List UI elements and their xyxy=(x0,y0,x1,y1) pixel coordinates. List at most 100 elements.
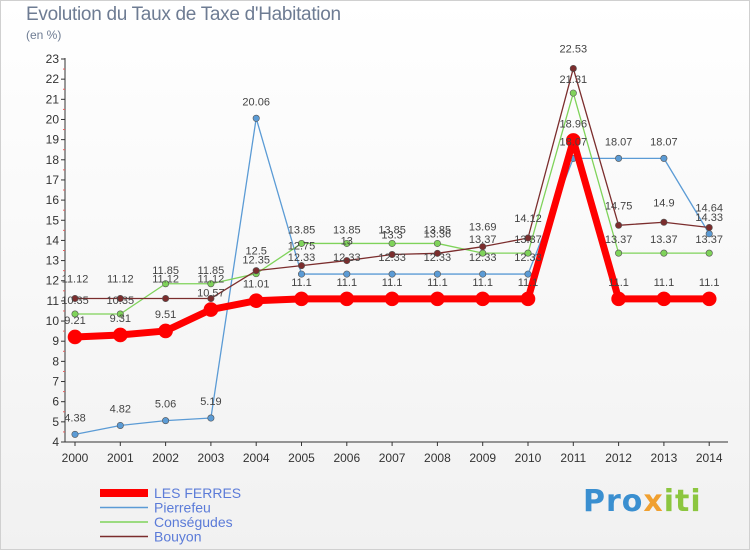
data-point xyxy=(388,239,396,247)
data-label: 18.07 xyxy=(650,136,678,148)
data-label: 13 xyxy=(341,236,353,248)
data-label: 9.51 xyxy=(155,309,176,321)
x-tick-label: 2003 xyxy=(198,451,225,465)
data-label: 13.85 xyxy=(378,224,406,236)
data-label: 13.69 xyxy=(469,222,497,234)
data-point xyxy=(384,291,400,307)
y-tick-label: 12 xyxy=(46,274,60,288)
y-tick-label: 13 xyxy=(46,254,60,268)
data-point xyxy=(297,262,305,270)
data-label: 14.33 xyxy=(695,212,723,224)
data-label: 21.31 xyxy=(560,74,588,86)
data-label: 12.33 xyxy=(288,252,316,264)
data-point xyxy=(615,249,623,257)
data-point xyxy=(569,89,577,97)
data-label: 11.1 xyxy=(382,277,403,289)
data-label: 11.1 xyxy=(337,277,358,289)
data-label: 18.96 xyxy=(560,118,588,130)
data-point xyxy=(207,414,215,422)
data-label: 11.1 xyxy=(427,277,448,289)
data-point xyxy=(524,249,532,257)
data-label: 11.1 xyxy=(291,277,312,289)
data-label: 13.3 xyxy=(381,230,402,242)
proxiti-logo: Proxiti xyxy=(583,484,702,519)
data-point xyxy=(569,64,577,72)
data-point xyxy=(162,280,170,288)
x-tick-label: 2007 xyxy=(379,451,406,465)
data-point xyxy=(158,323,173,339)
data-point xyxy=(207,294,215,302)
logo-part-3: iti xyxy=(663,484,702,519)
logo-part-2: x xyxy=(643,484,664,519)
data-label: 13.37 xyxy=(650,234,678,246)
data-point xyxy=(113,327,128,343)
data-label: 12.33 xyxy=(333,252,361,264)
data-label: 13.85 xyxy=(333,224,361,236)
data-label: 11.1 xyxy=(699,277,720,289)
chart-title: Evolution du Taux de Taxe d'Habitation xyxy=(26,4,341,25)
data-label: 11.01 xyxy=(243,279,270,291)
data-label: 14.64 xyxy=(695,203,723,215)
data-point xyxy=(339,291,355,307)
x-tick-label: 2000 xyxy=(62,451,89,465)
data-label: 13.37 xyxy=(695,234,723,246)
data-point xyxy=(67,329,83,345)
data-point xyxy=(430,291,445,307)
data-point xyxy=(248,293,264,308)
data-label: 12.33 xyxy=(378,252,406,264)
y-tick-label: 9 xyxy=(52,334,59,348)
data-point xyxy=(705,224,713,232)
data-label: 4.38 xyxy=(64,412,85,424)
data-point xyxy=(524,234,532,242)
data-point xyxy=(297,270,305,278)
data-point xyxy=(203,302,219,317)
data-point xyxy=(162,294,170,302)
unit-label: (en %) xyxy=(26,28,62,42)
data-label: 11.12 xyxy=(198,273,225,285)
data-label: 10.35 xyxy=(107,295,135,307)
data-label: 18.07 xyxy=(605,136,633,148)
x-tick-label: 2001 xyxy=(107,451,134,465)
data-label: 20.06 xyxy=(242,96,270,108)
y-tick-label: 23 xyxy=(46,52,60,66)
data-point xyxy=(71,310,79,318)
data-label: 13.37 xyxy=(605,234,633,246)
y-tick-label: 15 xyxy=(46,213,60,227)
data-point xyxy=(343,257,351,265)
y-tick-label: 7 xyxy=(52,375,59,389)
y-tick-label: 19 xyxy=(46,133,60,147)
data-point xyxy=(615,221,623,229)
x-tick-label: 2002 xyxy=(152,451,179,465)
data-point xyxy=(207,280,215,288)
data-label: 12.33 xyxy=(514,252,542,264)
data-point xyxy=(615,154,623,162)
data-label: 11.1 xyxy=(654,277,675,289)
data-point xyxy=(433,239,441,247)
x-tick-label: 2005 xyxy=(288,451,315,465)
data-point xyxy=(479,243,487,251)
logo-part-1: Pro xyxy=(583,484,644,519)
x-tick-label: 2011 xyxy=(560,451,586,465)
data-point xyxy=(520,291,536,307)
data-label: 13.37 xyxy=(514,234,542,246)
data-label: 13.85 xyxy=(424,224,452,236)
y-tick-label: 10 xyxy=(46,314,60,328)
legend-label: LES FERRES xyxy=(154,485,241,501)
legend-label: Pierrefeu xyxy=(154,500,211,516)
data-point xyxy=(252,267,260,275)
data-label: 11.12 xyxy=(107,273,134,285)
data-point xyxy=(656,291,672,307)
data-point xyxy=(252,114,260,122)
data-point xyxy=(71,430,79,438)
data-label: 11.12 xyxy=(152,273,179,285)
x-tick-label: 2010 xyxy=(515,451,542,465)
data-label: 14.75 xyxy=(605,200,633,212)
x-tick-label: 2009 xyxy=(469,451,496,465)
data-point xyxy=(660,218,668,226)
y-tick-label: 4 xyxy=(52,435,59,449)
data-label: 14.9 xyxy=(653,197,674,209)
data-point xyxy=(701,291,717,307)
x-tick-label: 2012 xyxy=(605,451,632,465)
data-label: 12.5 xyxy=(245,246,266,258)
data-point xyxy=(116,294,124,302)
